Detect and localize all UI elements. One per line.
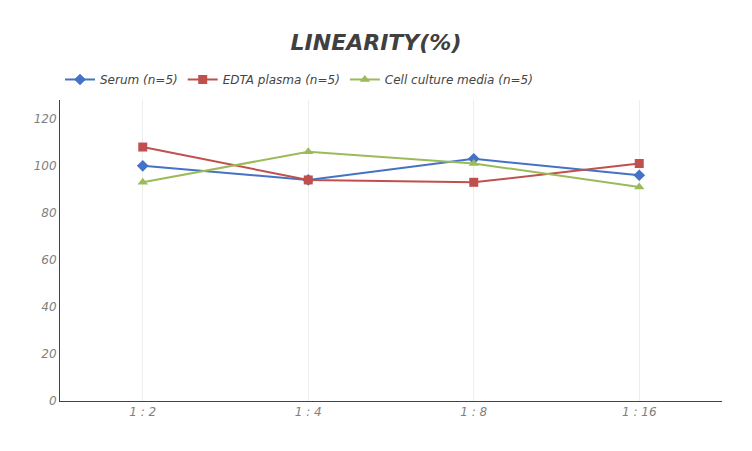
svg-text:120: 120: [34, 112, 57, 126]
svg-text:100: 100: [34, 159, 57, 173]
svg-text:1 : 2: 1 : 2: [129, 405, 156, 419]
svg-text:1 : 8: 1 : 8: [460, 405, 487, 419]
svg-text:0: 0: [49, 394, 57, 408]
svg-text:1 : 16: 1 : 16: [622, 405, 657, 419]
svg-text:LINEARITY(%): LINEARITY(%): [291, 30, 462, 55]
svg-text:1 : 4: 1 : 4: [295, 405, 322, 419]
svg-text:40: 40: [41, 300, 57, 314]
svg-text:80: 80: [41, 206, 57, 220]
svg-text:EDTA plasma (n=5): EDTA plasma (n=5): [223, 73, 340, 87]
svg-text:Cell culture media (n=5): Cell culture media (n=5): [385, 73, 533, 87]
svg-text:Serum (n=5): Serum (n=5): [100, 73, 178, 87]
svg-text:20: 20: [41, 347, 57, 361]
svg-text:60: 60: [41, 253, 57, 267]
